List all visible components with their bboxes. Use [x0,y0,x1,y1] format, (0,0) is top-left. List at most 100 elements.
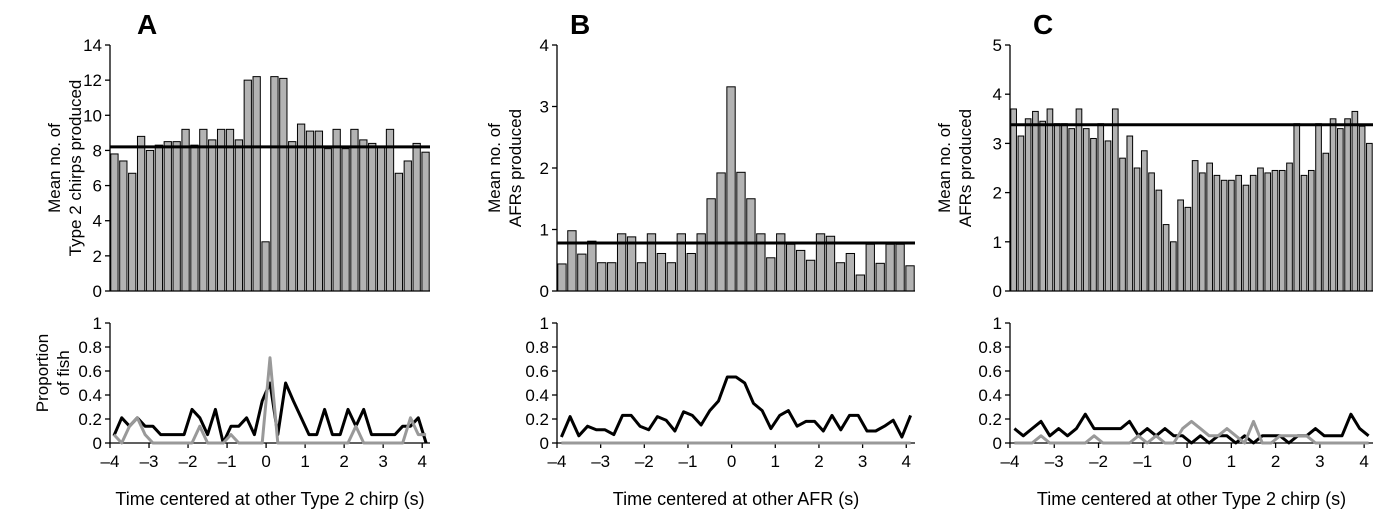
panel-c-lower-ytick-label: 0.4 [978,386,1002,405]
panel-b-lower-ytick-label: 0.8 [525,338,549,357]
panel-c-upper-bar [1024,118,1032,292]
panel-a-upper-bar [288,141,297,292]
panel-c-upper-bar [1155,189,1163,292]
panel-a-lower-x-axis-label: Time centered at other Type 2 chirp (s) [115,489,424,509]
panel-c-upper-bar [1278,169,1286,292]
panel-c-upper-bar [1307,169,1315,292]
panel-b-lower-ytick-label: 0.6 [525,362,549,381]
panel-b-upper-bar [656,252,667,292]
panel-b-lower-ytick-label: 0 [540,434,549,453]
panel-c-upper-bar [1271,169,1279,292]
panel-b-upper-bar [805,259,816,292]
panel-a-upper-bar [190,144,199,292]
panel-b-lower-xtick-label: –4 [548,452,567,471]
panel-a-upper-bar [128,172,137,292]
panel-b-upper-bar [795,249,806,292]
panel-c-upper-bar [1351,110,1359,292]
panel-a-lower-ytick-label: 0 [93,434,102,453]
panel-c-upper-bar [1148,172,1155,292]
panel-c-upper-bar [1111,108,1119,292]
panel-a-upper-bar [252,76,261,292]
panel-a-upper-ytick-label: 6 [93,177,102,196]
panel-a-lower-series-line [112,381,428,445]
panel-b-lower-ytick-label: 0.4 [525,386,549,405]
panel-c-lower-x-axis-label: Time centered at other Type 2 chirp (s) [1037,489,1346,509]
panel-c-upper-bar [1213,174,1221,292]
panel-b-upper-bar [865,243,875,292]
panel-b-upper-bar [587,240,597,292]
panel-a-upper-bar [208,139,217,292]
panel-a-upper-y-axis-label-line: Type 2 chirps produced [66,80,85,257]
panel-a-lower-ytick-label: 0.2 [78,410,102,429]
panel-c-lower-ytick-label: 1 [993,314,1002,333]
panel-b-upper-bar [726,86,736,292]
panel-a-upper-bar [323,148,332,292]
panel-c-upper-bar [1366,142,1373,292]
panel-b-lower-xtick-label: 3 [858,452,867,471]
panel-c-lower-series-line [1014,419,1369,445]
panel-b-lower-series-line [560,375,912,439]
panel-b-upper-y-axis-label-line: Mean no. of [485,123,504,213]
panel-a-lower-series-line [112,356,427,445]
panel-a-lower-xtick-label: 0 [261,452,270,471]
panel-a-upper-bar [341,148,350,292]
panel-a-upper-ytick-label: 10 [83,106,102,125]
panel-b-lower-xtick-label: 0 [727,452,736,471]
panel-b-upper-bar [607,262,617,292]
panel-c-upper-bar [1090,137,1097,292]
panel-letter-a: A [137,9,157,40]
panel-b-upper-bar [557,263,567,292]
panel-a-upper-ytick-label: 14 [83,36,102,55]
panel-c-upper-bar [1300,174,1308,292]
panel-b-lower-xtick-label: –3 [591,452,610,471]
panel-a-lower: 0 0.2 0.4 0.6 0.8 1 –4 –3 –2 –1 0 1 2 3 4 Proportion of … [33,314,430,509]
panel-c-lower-xtick-label: –4 [1001,452,1020,471]
panel-c-upper-bar [1315,123,1322,292]
panel-c-upper-y-axis-label: Mean no. of AFRs produced [935,109,975,227]
panel-b-upper-bar [666,262,677,292]
panel-c-upper-bar [1286,162,1293,292]
panel-c-upper-ytick-label: 2 [993,184,1002,203]
panel-b-upper-bar [567,230,577,292]
panel-b-upper-y-axis-label-line: AFRs produced [506,109,525,227]
panel-b-upper-bar [905,265,915,292]
panel-c-lower-ytick-label: 0.2 [978,410,1002,429]
panel-b-upper-bar [716,172,726,292]
panel-c-lower-ytick-label: 0.8 [978,338,1002,357]
panel-b-lower-xtick-label: 4 [902,452,911,471]
panel-a-lower-xtick-label: 4 [417,452,426,471]
panel-c-upper-bar [1358,125,1366,292]
panel-c-upper-ytick-label: 0 [993,282,1002,301]
panel-c-upper-ytick-label: 3 [993,134,1002,153]
panel-c-upper-bar [1322,152,1330,292]
panel-b-upper-bar [746,198,756,292]
panel-c-upper-bar [1184,206,1192,292]
panel-a-upper: 0 2 4 6 8 10 12 14 Mean no. of Type 2 chirps prod… [45,36,430,301]
panel-a-upper-bar [154,144,164,292]
panel-c-upper-bar [1010,108,1017,292]
panel-a-upper-bar [359,139,368,292]
panel-b-upper-bar [875,262,885,292]
panel-a-upper-bar [199,128,208,292]
panel-a-upper-bar [412,142,421,292]
panel-a-lower-y-axis-label: Proportion of fish [33,334,73,412]
panel-c-upper-bar [1082,128,1090,292]
panel-a-upper-bar [332,128,341,292]
panel-b-lower-xtick-label: 2 [814,452,823,471]
panel-a-lower-ytick-label: 1 [93,314,102,333]
panel-a-upper-bar [261,241,270,292]
panel-c-upper-bar [1220,179,1228,292]
panel-c-upper-bar [1017,135,1025,292]
panel-a-upper-bar [163,141,172,292]
panel-c-upper-bar [1061,123,1068,292]
panel-b-lower: 0 0.2 0.4 0.6 0.8 1 –4 –3 –2 –1 0 1 2 3 4 Time centered… [525,314,915,509]
panel-a-upper-bar [136,135,146,292]
panel-c-lower: 0 0.2 0.4 0.6 0.8 1 –4 –3 –2 –1 0 1 2 3 4 Time centered… [978,314,1373,509]
panel-c-upper-bar [1199,172,1206,292]
panel-b-upper-ytick-label: 0 [540,282,549,301]
panel-a-lower-xtick-label: 3 [378,452,387,471]
panel-a-upper-bar [119,160,128,292]
panel-b-upper-bar [686,252,696,292]
